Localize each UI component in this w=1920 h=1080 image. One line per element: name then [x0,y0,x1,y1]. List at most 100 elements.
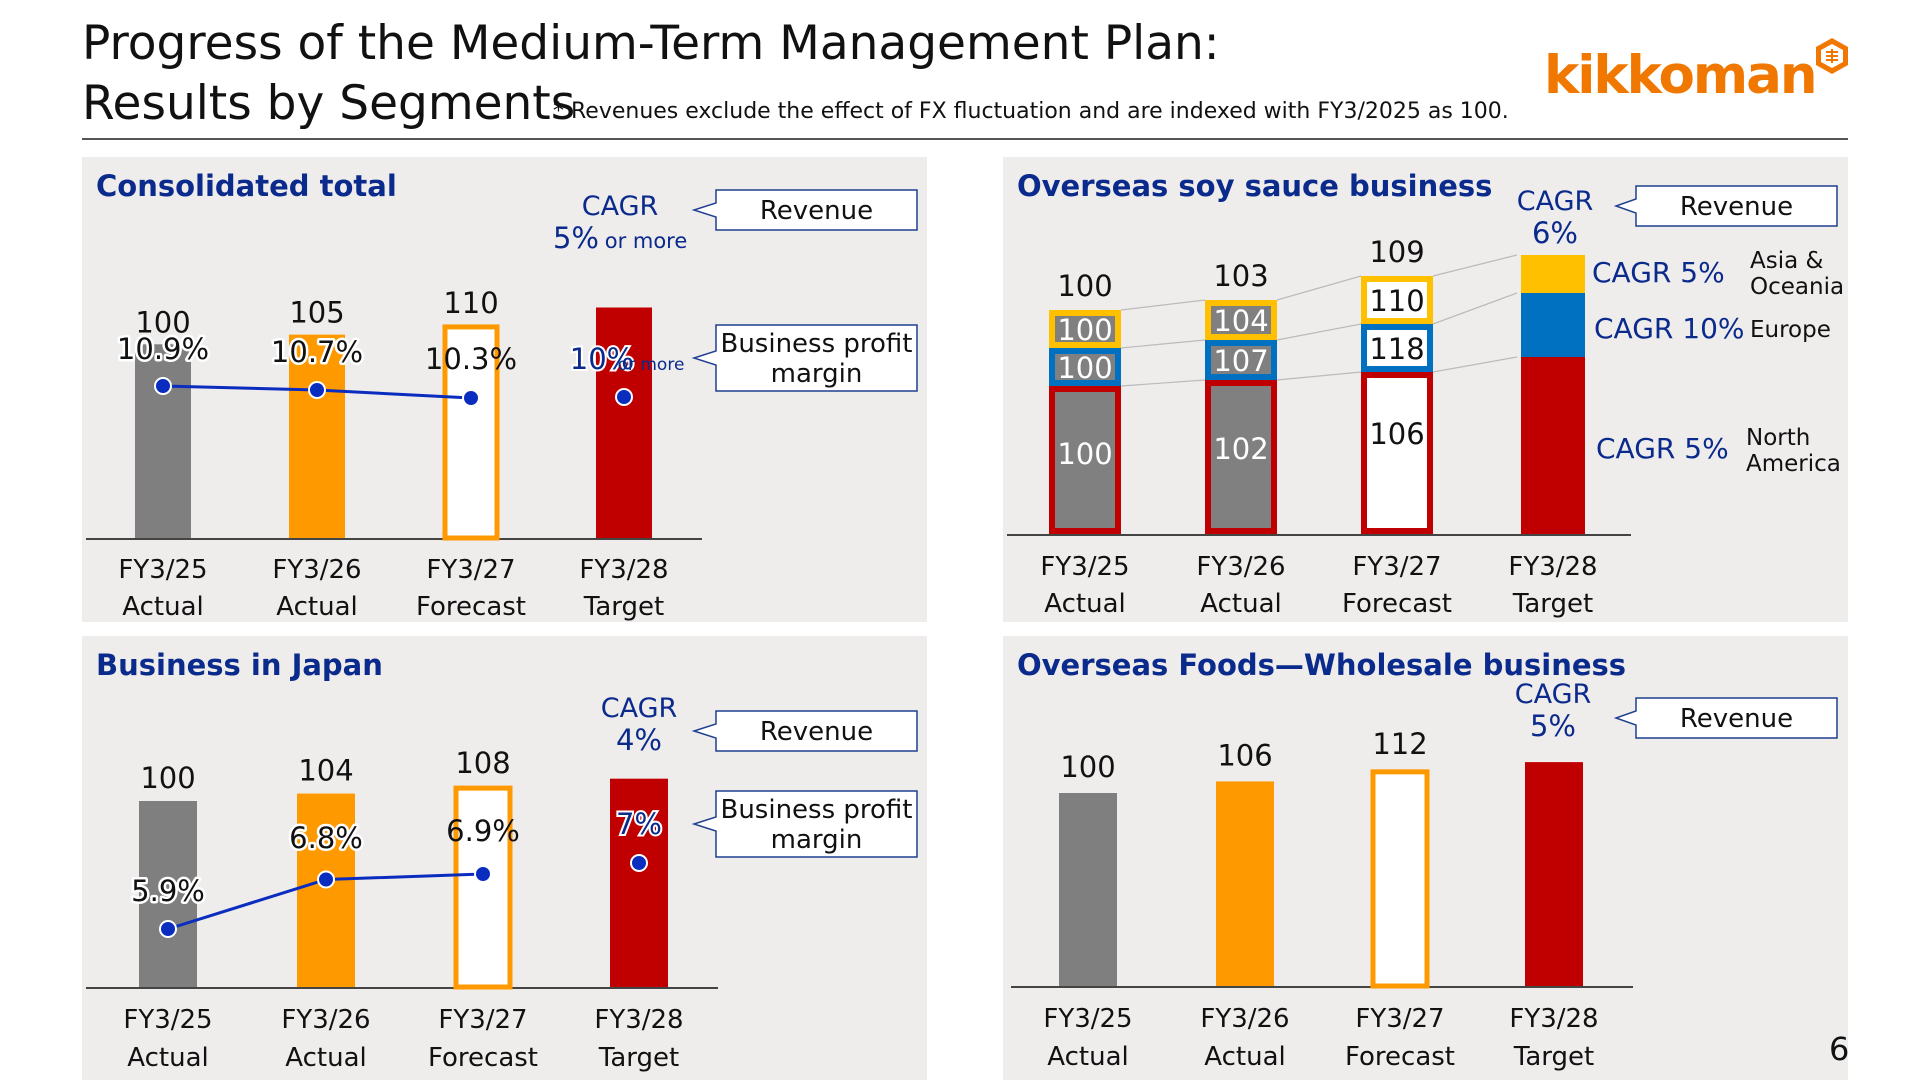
soy-sauce-chart: 100 100 100 100 102 107 104 103 106 118 110 109 CAGR… [1007,185,1844,619]
segment-cagr-asia-oceania: CAGR 5% [1592,256,1725,289]
x-tick-sublabel: Actual [1200,589,1281,619]
legend-revenue-text: Revenue [1680,192,1793,222]
revenue-bar [1370,769,1430,989]
margin-point [159,920,177,938]
revenue-bar [139,801,197,987]
page-number: 6 [1829,1030,1850,1068]
segment-connector-line [1432,356,1518,373]
revenue-bar [610,778,668,987]
x-tick-label: FY3/28 [594,1005,683,1035]
segment-bar-north-america [1361,372,1433,534]
margin-target-label: 10% [570,342,634,376]
margin-value-label: 10.7% [271,335,363,369]
segment-name-north-america: America [1746,451,1841,477]
x-tick-label: FY3/26 [1200,1004,1289,1034]
segment-connector-line [1276,323,1362,341]
segment-value-north-america: 100 [1057,437,1112,471]
margin-point [154,377,172,395]
x-tick-sublabel: Actual [285,1043,366,1073]
margin-target-label: 7% [616,807,662,841]
panel-title: Overseas soy sauce business [1017,169,1493,203]
logo-hexagon-icon [1816,38,1848,74]
legend-margin-text: margin [771,359,863,389]
margin-value-label: 6.8% [289,821,363,855]
x-tick-sublabel: Forecast [1342,589,1452,619]
x-tick-label: FY3/28 [579,555,668,585]
x-tick-sublabel: Actual [1047,1042,1128,1072]
margin-target-suffix: or more [618,355,685,375]
margin-point [630,854,648,872]
x-tick-sublabel: Forecast [416,592,526,622]
logo-wordmark: kikkoman [1544,45,1818,106]
revenue-bar [297,793,355,987]
segment-value-europe: 107 [1213,344,1268,378]
segment-bar-north-america [1205,380,1277,534]
header-divider [82,138,1848,140]
margin-point [474,865,492,883]
margin-point [462,389,480,407]
cagr-value: 5% [553,221,599,255]
segment-value-europe: 118 [1369,332,1424,366]
revenue-value-label: 104 [298,754,353,788]
segment-name-europe: Europe [1750,317,1831,343]
revenue-value-label: 110 [443,286,498,320]
revenue-value-label: 106 [1217,738,1272,772]
x-tick-sublabel: Actual [276,592,357,622]
revenue-bar [135,344,191,538]
legend-revenue-box [1613,697,1838,739]
revenue-value-label: 100 [140,761,195,795]
legend-revenue-box [691,189,918,231]
segment-bar-north-america [1049,386,1121,534]
segment-bar-asia-oceania [1361,276,1433,324]
segment-connector-line [1120,339,1206,349]
segment-connector-line [1432,254,1518,277]
x-tick-label: FY3/25 [1043,1004,1132,1034]
legend-margin-text: Business profit [720,329,912,359]
revenue-bar [453,785,513,990]
x-tick-sublabel: Actual [127,1043,208,1073]
x-tick-sublabel: Target [1513,1042,1594,1072]
revenue-bar [1525,762,1583,986]
x-tick-sublabel: Forecast [1345,1042,1455,1072]
margin-point [308,381,326,399]
segment-bar-europe [1521,293,1585,357]
revenue-bar [1059,793,1117,986]
segment-connector-line [1120,379,1206,387]
legend-revenue-text: Revenue [760,196,873,226]
segment-value-asia-oceania: 100 [1057,313,1112,347]
x-tick-label: FY3/25 [1040,552,1129,582]
margin-value-label: 5.9% [131,874,205,908]
revenue-bar [1216,781,1274,986]
segment-value-north-america: 106 [1369,417,1424,451]
legend-revenue-text: Revenue [760,717,873,747]
panel-title: Business in Japan [96,648,383,682]
cagr-value: 5% [1530,709,1576,743]
segment-bar-europe [1049,348,1121,386]
segment-connector-line [1432,292,1518,325]
cagr-value: 6% [1532,216,1578,250]
panel-consolidated-total: Consolidated total 100 105 110 10.9% 10.7% 10… [82,157,927,622]
page-title-line2: Results by Segments [82,76,576,131]
segment-name-asia-oceania: Asia & [1750,248,1824,274]
x-tick-label: FY3/27 [426,555,515,585]
cagr-label: CAGR [601,693,678,724]
panel-title: Consolidated total [96,169,397,203]
x-tick-label: FY3/26 [272,555,361,585]
margin-value-label: 10.3% [425,342,517,376]
x-tick-sublabel: Actual [122,592,203,622]
footnote: * Revenues exclude the effect of FX fluc… [553,99,1509,124]
x-tick-label: FY3/27 [1355,1004,1444,1034]
x-tick-sublabel: Target [1512,589,1593,619]
panel-title: Overseas Foods—Wholesale business [1017,648,1627,682]
segment-value-asia-oceania: 104 [1213,304,1268,338]
panel-overseas-foods-wholesale: Overseas Foods—Wholesale business 100 106… [1003,636,1848,1080]
segment-name-north-america: North [1746,425,1810,451]
x-tick-label: FY3/26 [1196,552,1285,582]
revenue-value-label: 100 [1060,750,1115,784]
legend-margin-box [691,790,918,858]
legend-margin-text: margin [771,825,863,855]
segment-cagr-europe: CAGR 10% [1594,312,1745,345]
